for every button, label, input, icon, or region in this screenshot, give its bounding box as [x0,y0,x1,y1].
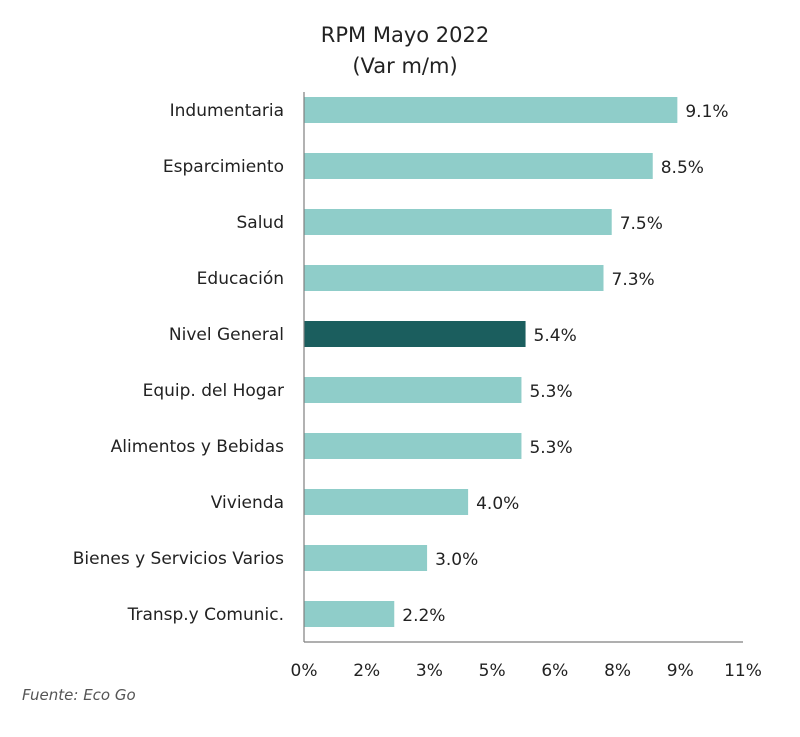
category-label: Esparcimiento [163,157,284,177]
x-tick-label: 2% [353,661,380,681]
data-label: 5.3% [529,438,572,458]
x-tick-label: 5% [479,661,506,681]
x-tick-label: 9% [667,661,694,681]
category-label: Vivienda [211,493,284,513]
data-label: 2.2% [402,606,445,626]
bar [304,377,522,403]
bar [304,489,469,515]
data-label: 5.3% [529,382,572,402]
x-tick-label: 8% [604,661,631,681]
data-label: 5.4% [534,326,577,346]
data-label: 7.3% [612,270,655,290]
category-label: Educación [197,269,284,289]
data-label: 9.1% [685,102,728,122]
bar [304,265,604,291]
data-label: 4.0% [476,494,519,514]
bar [304,321,526,347]
category-label: Indumentaria [170,101,284,121]
chart-title: RPM Mayo 2022 [321,23,489,47]
chart-subtitle: (Var m/m) [352,54,457,78]
x-tick-label: 6% [541,661,568,681]
bar [304,433,522,459]
x-tick-label: 11% [724,661,762,681]
bar [304,97,678,123]
x-tick-label: 3% [416,661,443,681]
category-label: Nivel General [169,325,284,345]
bar [304,601,395,627]
bar [304,209,612,235]
category-label: Alimentos y Bebidas [111,437,285,457]
source-note: Fuente: Eco Go [22,686,136,704]
data-label: 8.5% [661,158,704,178]
category-label: Transp.y Comunic. [127,605,284,625]
x-tick-label: 0% [291,661,318,681]
category-label: Bienes y Servicios Varios [73,549,284,569]
data-label: 7.5% [620,214,663,234]
category-label: Equip. del Hogar [143,381,284,401]
category-label: Salud [237,213,285,233]
data-label: 3.0% [435,550,478,570]
bar [304,153,653,179]
bar [304,545,428,571]
